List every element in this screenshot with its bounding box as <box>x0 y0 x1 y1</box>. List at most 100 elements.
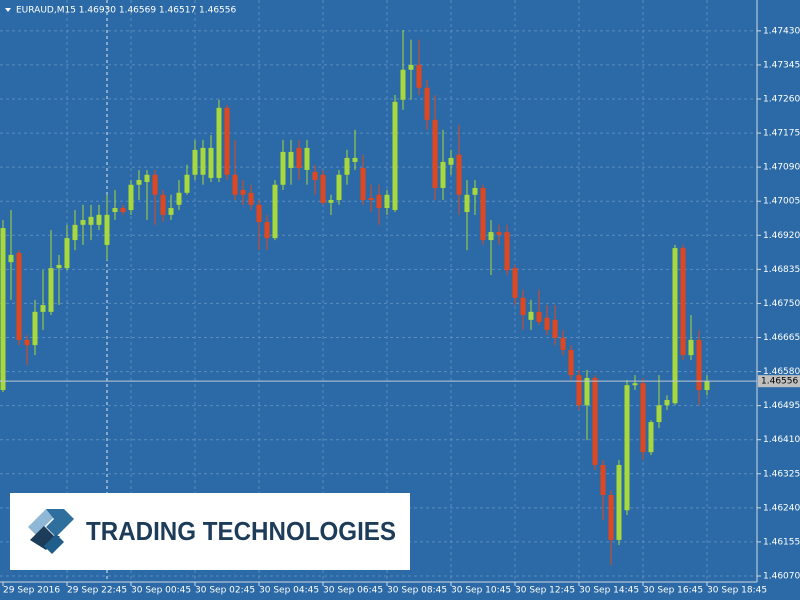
y-tick-label: 1.47090 <box>763 163 800 173</box>
candle-body <box>456 154 462 195</box>
y-tick-label: 1.46410 <box>763 435 800 445</box>
candle-body <box>552 319 558 338</box>
candle-body <box>88 216 94 225</box>
candle-body <box>416 64 422 88</box>
axes: 1.47430 1.47345 1.47260 1.47175 1.47090 1.470… <box>0 26 800 596</box>
last-price-label: 1.46556 <box>761 377 798 387</box>
y-tick-label: 1.47345 <box>763 60 800 70</box>
candle-body <box>152 174 158 195</box>
y-tick-label: 1.46155 <box>763 537 800 547</box>
candle-body <box>24 339 30 346</box>
candle-body <box>384 194 390 209</box>
candle-body <box>208 147 214 178</box>
y-tick-label: 1.47430 <box>763 26 800 36</box>
chart-title: EURAUD,M15 1.46930 1.46569 1.46517 1.465… <box>16 6 237 16</box>
y-tick-label: 1.46240 <box>763 503 800 513</box>
candle-body <box>200 147 206 175</box>
logo-shape <box>46 509 74 537</box>
x-tick-label: 30 Sep 12:45 <box>515 586 575 596</box>
candle-body <box>304 147 310 170</box>
logo-shape <box>44 534 64 554</box>
menu-arrow[interactable] <box>5 8 11 12</box>
candle-body <box>560 337 566 350</box>
candle-body <box>96 214 102 225</box>
x-tick-label: 29 Sep 2016 <box>3 586 60 596</box>
candle-body <box>264 222 270 239</box>
candle-body <box>344 157 350 175</box>
y-tick-label: 1.46070 <box>763 571 800 581</box>
candle-body <box>176 192 182 205</box>
x-tick-label: 30 Sep 08:45 <box>387 586 447 596</box>
candle-body <box>184 174 190 193</box>
candle-body <box>144 174 150 182</box>
last-price-box <box>758 375 800 388</box>
candle-body <box>272 184 278 239</box>
candle-body <box>280 151 286 185</box>
candle-body <box>480 187 486 241</box>
candle-body <box>16 252 22 340</box>
candle-body <box>472 187 478 195</box>
candle-body <box>104 214 110 245</box>
x-tick-label: 30 Sep 04:45 <box>259 586 319 596</box>
y-tick-label: 1.46750 <box>763 299 800 309</box>
candle-body <box>328 200 334 203</box>
candle-body <box>56 264 62 269</box>
candle-body <box>424 87 430 120</box>
y-tick-label: 1.46580 <box>763 367 800 377</box>
watermark-text: TRADING TECHNOLOGIES <box>86 516 396 546</box>
candle-body <box>136 179 142 185</box>
candle-body <box>568 349 574 376</box>
candle-body <box>544 317 550 330</box>
logo-shape <box>30 526 60 550</box>
candle-body <box>288 151 294 168</box>
y-tick-label: 1.46835 <box>763 265 800 275</box>
candle-body <box>256 204 262 223</box>
candle-body <box>392 101 398 211</box>
y-tick-label: 1.47175 <box>763 129 800 139</box>
x-tick-label: 30 Sep 16:45 <box>643 586 703 596</box>
candle-body <box>640 383 646 453</box>
x-tick-label: 30 Sep 06:45 <box>323 586 383 596</box>
candle-body <box>576 375 582 406</box>
candle-body <box>376 194 382 209</box>
candle-body <box>192 149 198 175</box>
candle-body <box>488 232 494 241</box>
candle-body <box>664 400 670 406</box>
candle-body <box>0 228 6 391</box>
candle-body <box>496 232 502 235</box>
candle-body <box>592 377 598 465</box>
candle-body <box>448 157 454 165</box>
candle-body <box>704 381 710 391</box>
candle-body <box>688 339 694 356</box>
candle-body <box>512 268 518 298</box>
candle-body <box>648 422 654 453</box>
y-tick-label: 1.46920 <box>763 231 800 241</box>
x-tick-label: 30 Sep 00:45 <box>131 586 191 596</box>
candle-body <box>632 383 638 386</box>
x-tick-label: 30 Sep 18:45 <box>707 586 767 596</box>
candle-body <box>216 107 222 178</box>
logo-shape <box>28 509 54 535</box>
candles <box>0 30 710 566</box>
y-tick-label: 1.47005 <box>763 197 800 207</box>
candle-body <box>608 495 614 540</box>
candle-body <box>680 248 686 356</box>
candle-body <box>336 174 342 201</box>
candle-body <box>296 147 302 168</box>
candle-body <box>440 161 446 188</box>
candle-body <box>248 192 254 205</box>
candle-body <box>120 208 126 213</box>
candle-body <box>464 194 470 213</box>
candle-body <box>504 232 510 271</box>
watermark: TRADING TECHNOLOGIES <box>10 493 410 570</box>
candle-body <box>528 311 534 320</box>
candle-body <box>520 297 526 316</box>
candle-body <box>600 464 606 496</box>
candle-body <box>656 405 662 423</box>
y-tick-label: 1.46665 <box>763 333 800 343</box>
candle-body <box>8 254 14 263</box>
candle-body <box>160 194 166 215</box>
x-tick-label: 29 Sep 22:45 <box>67 586 127 596</box>
x-tick-label: 30 Sep 02:45 <box>195 586 255 596</box>
